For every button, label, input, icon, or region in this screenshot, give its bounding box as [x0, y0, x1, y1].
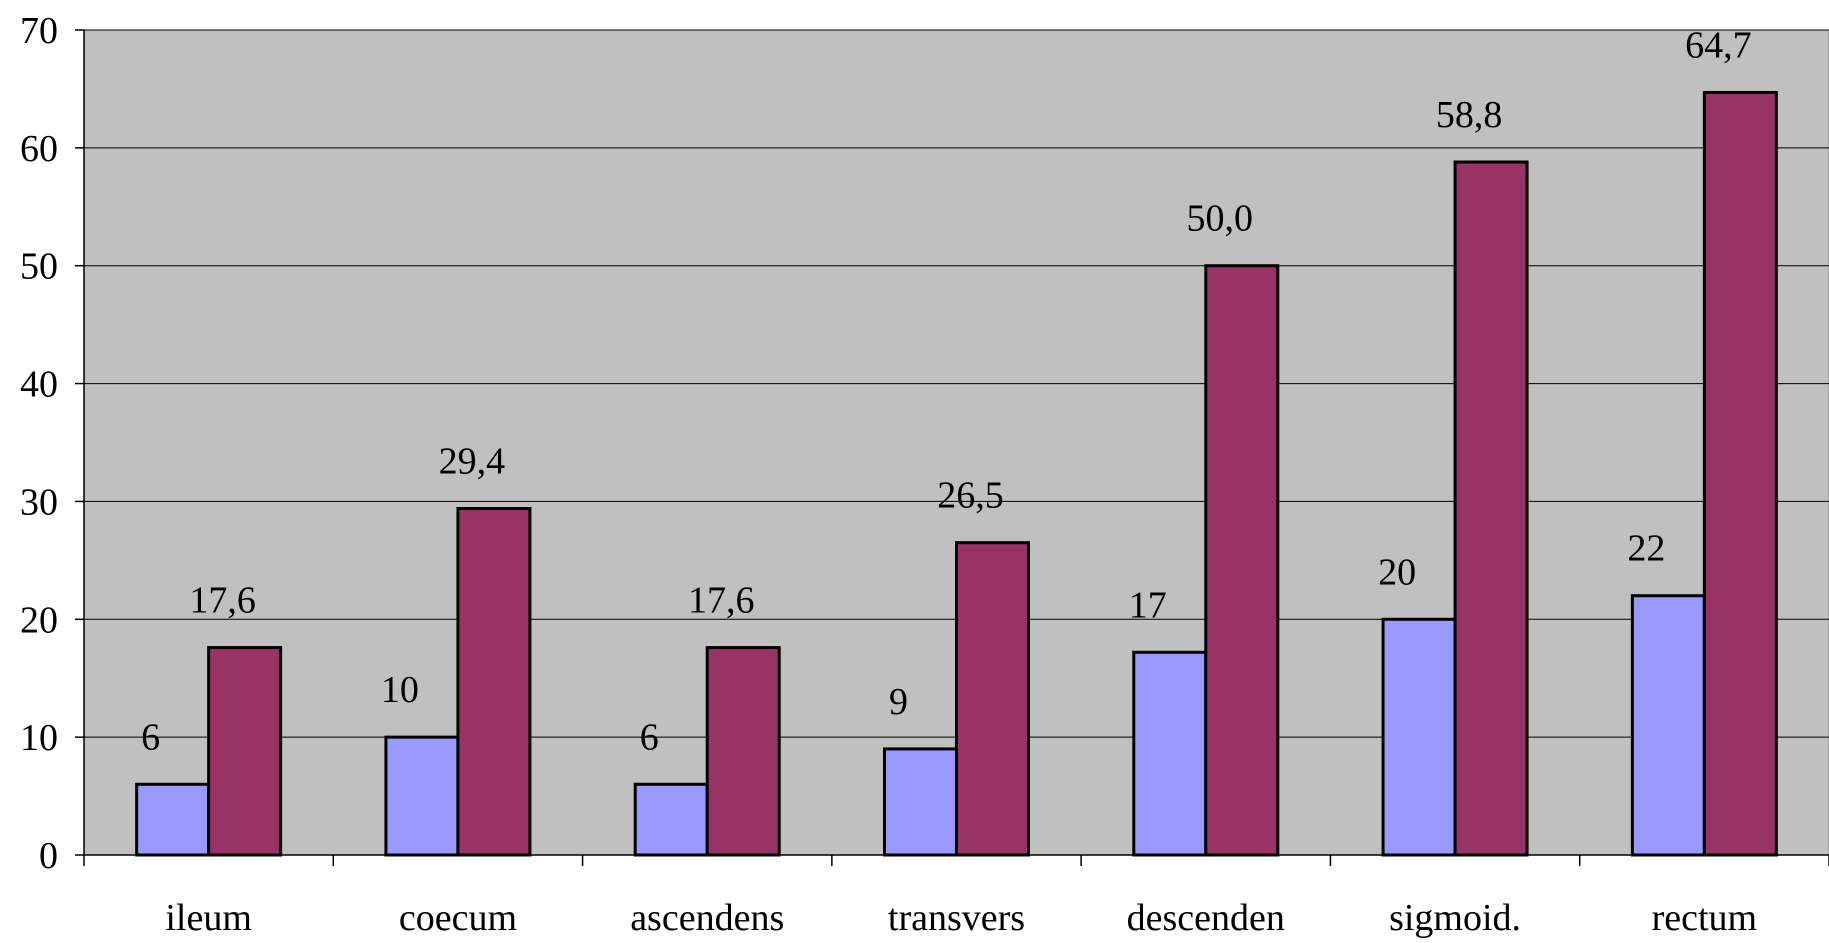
data-label: 17,6 [688, 580, 755, 622]
bar [1630, 594, 1706, 857]
bar [1453, 160, 1529, 857]
data-label: 64,7 [1685, 24, 1752, 66]
data-label: 17,6 [189, 580, 256, 622]
bar [1381, 617, 1457, 857]
y-tick-label: 0 [39, 835, 58, 877]
bar [1132, 650, 1208, 857]
x-tick-label: transvers [888, 897, 1025, 939]
data-label: 29,4 [439, 441, 506, 483]
x-tick-label: descenden [1127, 897, 1285, 939]
data-label: 6 [640, 716, 659, 758]
bar [456, 507, 532, 857]
y-tick-label: 60 [20, 128, 58, 170]
bar [883, 747, 958, 857]
bar [384, 735, 460, 857]
x-tick-label: coecum [399, 897, 517, 939]
y-tick-label: 30 [20, 481, 58, 523]
data-label: 6 [141, 716, 160, 758]
y-tick-label: 70 [20, 10, 58, 52]
bar [207, 646, 283, 857]
data-label: 10 [381, 669, 419, 711]
data-label: 17 [1129, 584, 1167, 626]
y-tick-label: 50 [20, 246, 58, 288]
bar [135, 782, 211, 857]
data-labels: 6 17,6 10 29,4 6 17,6 9 26,5 17 50,0 20 58,8 22 64,7 [141, 24, 1751, 758]
bar [633, 782, 709, 857]
bar [1204, 264, 1280, 857]
axes: 0 10 20 30 40 50 60 70 ileum coecum ascendens trans… [20, 10, 1829, 939]
data-label: 50,0 [1187, 198, 1254, 240]
bar [705, 646, 781, 857]
x-tick-label: ascendens [630, 897, 784, 939]
data-label: 20 [1378, 551, 1416, 593]
data-label: 9 [889, 681, 908, 723]
bar [1702, 90, 1778, 857]
bars [135, 90, 1778, 857]
x-tick-label: rectum [1652, 897, 1758, 939]
x-tick-label: ileum [165, 897, 252, 939]
y-tick-label: 20 [20, 599, 58, 641]
data-label: 22 [1627, 528, 1665, 570]
y-tick-label: 10 [20, 717, 58, 759]
x-tick-label: sigmoid. [1389, 897, 1521, 939]
data-label: 58,8 [1436, 94, 1503, 136]
data-label: 26,5 [937, 475, 1004, 517]
y-tick-label: 40 [20, 364, 58, 406]
bar [955, 541, 1030, 857]
